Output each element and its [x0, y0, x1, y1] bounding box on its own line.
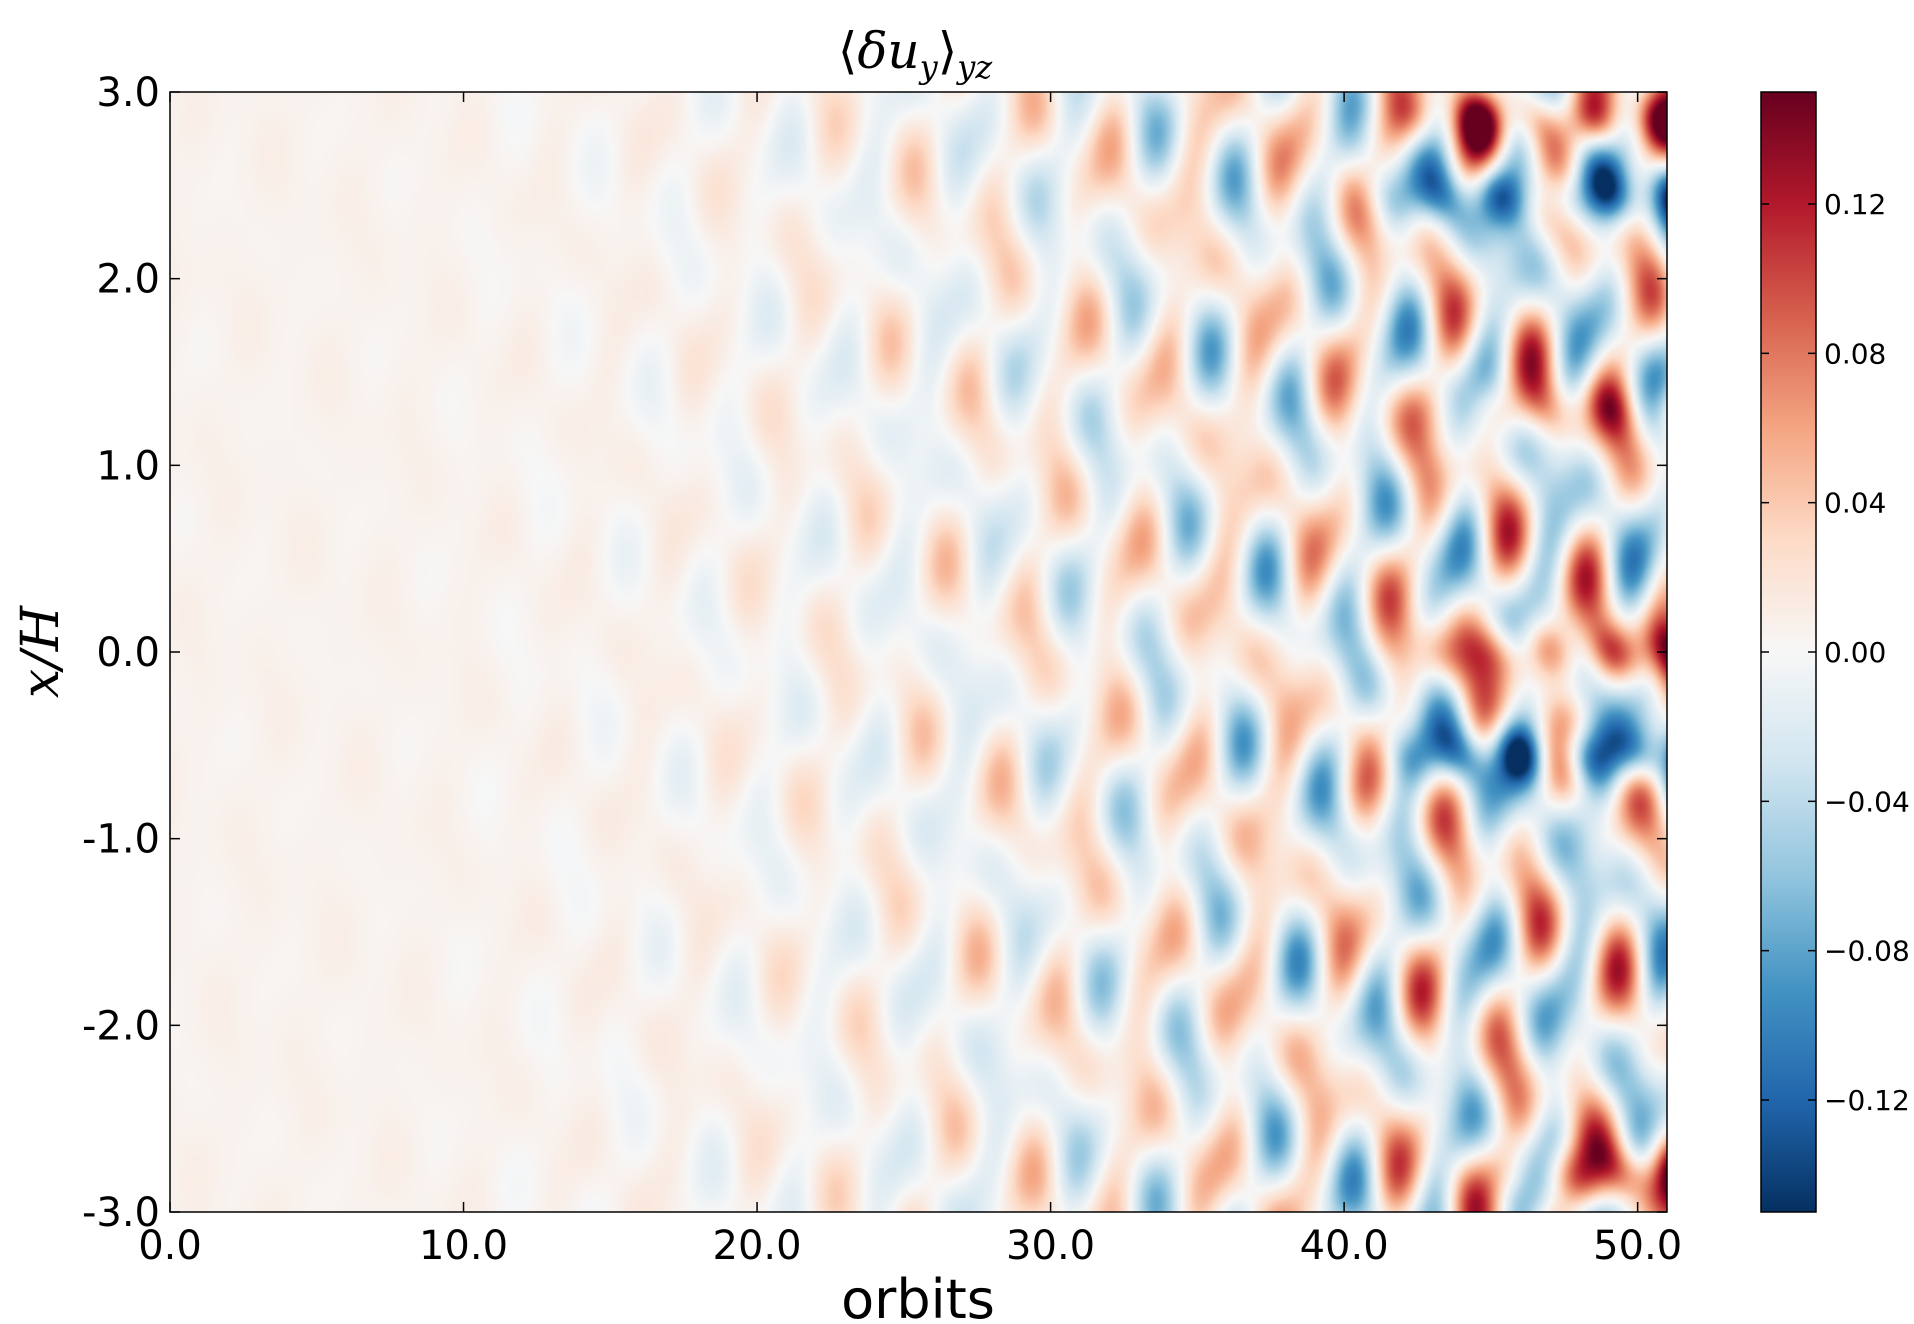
- y-tick-label: 1.0: [96, 443, 160, 489]
- y-tick-label: 0.0: [96, 630, 160, 676]
- colorbar-tick-label: −0.08: [1824, 935, 1910, 968]
- colorbar-ticks: 0.12 0.08 0.04 0.00 −0.04 −0.08 −0.12: [1761, 188, 1910, 1117]
- colorbar-tick-label: 0.04: [1824, 487, 1886, 520]
- y-tick-label: 2.0: [96, 257, 160, 303]
- colorbar-tick-label: −0.04: [1824, 785, 1910, 818]
- colorbar-tick-label: 0.08: [1824, 337, 1886, 370]
- title-open: ⟨: [838, 22, 858, 80]
- colorbar-tick-label: 0.00: [1824, 636, 1886, 669]
- x-tick-label: 40.0: [1300, 1223, 1389, 1269]
- y-tick-label: -1.0: [82, 817, 160, 863]
- y-tick-label: -2.0: [82, 1003, 160, 1049]
- y-tick-label: -3.0: [82, 1190, 160, 1236]
- heatmap-field: [170, 92, 1667, 1212]
- chart-title: ⟨δuy⟩yz: [838, 22, 994, 86]
- y-axis-label: x/H: [11, 604, 71, 698]
- plot-area: 0.0 10.0 20.0 30.0 40.0 50.0 3.0 2.0 1.0 0.0 -1.0…: [82, 70, 1682, 1269]
- colorbar-tick-label: −0.12: [1824, 1084, 1910, 1117]
- colorbar: 0.12 0.08 0.04 0.00 −0.04 −0.08 −0.12: [1760, 91, 1910, 1213]
- title-sub-outer: yz: [955, 48, 993, 86]
- x-tick-label: 10.0: [419, 1223, 508, 1269]
- title-sub-main: y: [918, 48, 939, 86]
- x-tick-label: 50.0: [1593, 1223, 1682, 1269]
- colorbar-gradient: [1761, 92, 1816, 1212]
- title-close: ⟩: [938, 22, 958, 80]
- y-tick-label: 3.0: [96, 70, 160, 116]
- title-main: δu: [857, 22, 919, 80]
- x-tick-label: 0.0: [138, 1223, 202, 1269]
- x-axis-label: orbits: [841, 1268, 995, 1324]
- colorbar-tick-label: 0.12: [1824, 188, 1886, 221]
- x-axis-ticks: 0.0 10.0 20.0 30.0 40.0 50.0: [138, 92, 1682, 1269]
- y-axis-ticks: 3.0 2.0 1.0 0.0 -1.0 -2.0 -3.0: [82, 70, 1667, 1236]
- x-tick-label: 20.0: [713, 1223, 802, 1269]
- x-tick-label: 30.0: [1006, 1223, 1095, 1269]
